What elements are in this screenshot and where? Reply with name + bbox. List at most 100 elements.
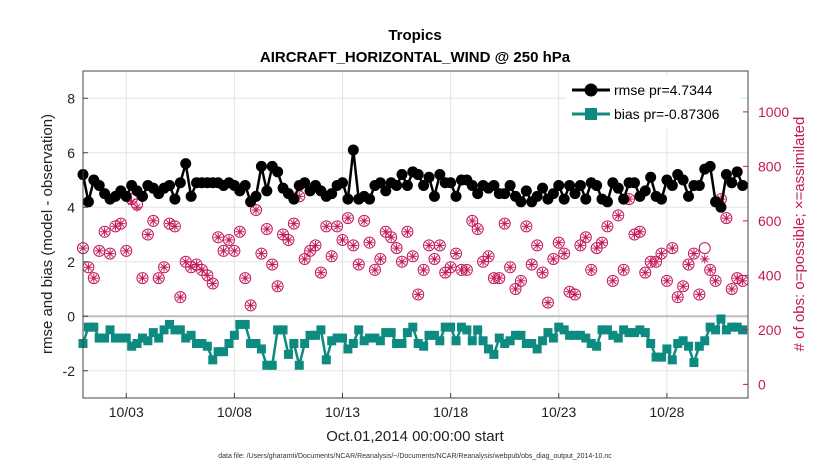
bias-point xyxy=(305,330,315,340)
rmse-point xyxy=(628,177,640,189)
obs-possible-marker xyxy=(460,263,473,276)
rmse-point xyxy=(364,193,376,205)
obs-assimilated-marker xyxy=(175,292,185,302)
obs-possible-marker xyxy=(298,253,311,266)
bias-point xyxy=(554,322,564,332)
bias-point xyxy=(294,360,304,370)
bias-point xyxy=(678,336,688,346)
obs-possible-marker xyxy=(606,274,619,287)
bias-point xyxy=(440,322,450,332)
obs-assimilated-marker xyxy=(543,298,553,308)
bias-point xyxy=(300,339,310,348)
bias-point xyxy=(262,360,272,370)
obs-assimilated-marker xyxy=(575,240,585,250)
bias-point xyxy=(316,325,326,335)
bias-point xyxy=(159,325,169,335)
obs-assimilated-marker xyxy=(159,262,169,272)
plot-frame xyxy=(82,70,749,399)
bias-point xyxy=(667,355,677,365)
y-tick-label-right: 600 xyxy=(758,213,782,229)
bias-point xyxy=(240,319,250,329)
rmse-point xyxy=(574,179,586,191)
x-tick-label: 10/08 xyxy=(217,404,252,420)
rmse-point xyxy=(645,171,657,183)
bias-point xyxy=(116,333,126,343)
y-tick-label-left: 4 xyxy=(67,199,75,215)
obs-possible-marker xyxy=(255,247,268,260)
obs-possible-marker xyxy=(260,223,273,236)
obs-assimilated-marker xyxy=(602,221,612,231)
bias-point xyxy=(310,330,320,340)
bias-point xyxy=(478,336,488,346)
bias-point xyxy=(354,325,364,335)
obs-assimilated-marker xyxy=(273,281,283,291)
obs-assimilated-marker xyxy=(375,254,385,264)
bias-point xyxy=(343,344,353,354)
bias-point xyxy=(543,328,553,338)
rmse-point xyxy=(515,196,527,208)
bias-point xyxy=(175,325,185,335)
obs-assimilated-marker xyxy=(170,221,180,231)
obs-assimilated-marker xyxy=(721,213,731,223)
obs-possible-marker xyxy=(152,272,165,285)
bias-point xyxy=(273,325,283,335)
bias-point xyxy=(565,330,575,340)
obs-possible-marker xyxy=(244,299,257,312)
rmse-point xyxy=(180,158,192,170)
rmse-point xyxy=(423,171,435,183)
obs-assimilated-marker xyxy=(689,249,699,259)
obs-possible-marker xyxy=(552,236,565,249)
rmse-point xyxy=(737,179,749,191)
obs-possible-marker xyxy=(693,288,706,301)
obs-possible-marker xyxy=(585,263,598,276)
obs-possible-marker xyxy=(558,247,571,260)
rmse-point xyxy=(434,169,446,181)
bias-point xyxy=(527,339,537,348)
obs-possible-marker xyxy=(406,250,419,263)
obs-assimilated-marker xyxy=(419,265,429,275)
obs-possible-marker xyxy=(287,217,300,230)
rmse-point xyxy=(488,179,500,191)
obs-possible-marker xyxy=(233,225,246,238)
obs-assimilated-marker xyxy=(662,276,672,286)
rmse-point xyxy=(169,193,181,205)
obs-possible-marker xyxy=(536,266,549,279)
obs-possible-marker xyxy=(666,242,679,255)
obs-assimilated-marker xyxy=(397,257,407,267)
obs-assimilated-marker xyxy=(100,227,110,237)
obs-possible-marker xyxy=(114,217,127,230)
data-file-footnote: data file: /Users/gharamti/Documents/NCA… xyxy=(218,453,612,460)
obs-assimilated-marker xyxy=(392,243,402,253)
obs-possible-marker xyxy=(228,244,241,257)
obs-assimilated-marker xyxy=(667,243,677,253)
obs-assimilated-marker xyxy=(348,240,358,250)
obs-assimilated-marker xyxy=(656,249,666,259)
obs-possible-marker xyxy=(325,250,338,263)
y-tick-label-right: 200 xyxy=(758,322,782,338)
rmse-point xyxy=(612,182,624,194)
obs-assimilated-marker xyxy=(359,216,369,226)
x-tick-label: 10/18 xyxy=(433,404,468,420)
bias-point xyxy=(602,325,612,335)
obs-possible-marker xyxy=(682,258,695,271)
rmse-point xyxy=(239,179,251,191)
obs-assimilated-marker xyxy=(332,221,342,231)
obs-possible-marker xyxy=(568,288,581,301)
obs-possible-marker xyxy=(601,220,614,233)
rmse-point xyxy=(704,160,716,172)
rmse-point xyxy=(120,190,132,202)
bias-point xyxy=(662,344,672,354)
obs-assimilated-marker xyxy=(116,219,126,229)
obs-possible-marker xyxy=(147,214,160,227)
bias-point xyxy=(705,322,715,332)
bias-point xyxy=(289,339,299,348)
chart-subtitle: AIRCRAFT_HORIZONTAL_WIND @ 250 hPa xyxy=(260,49,571,66)
bias-point xyxy=(483,344,493,354)
bias-point xyxy=(148,328,158,338)
rmse-point xyxy=(591,179,603,191)
bias-point xyxy=(651,352,661,362)
obs-assimilated-marker xyxy=(570,289,580,299)
obs-assimilated-marker xyxy=(246,300,256,310)
rmse-point xyxy=(272,166,284,178)
obs-assimilated-marker xyxy=(229,246,239,256)
